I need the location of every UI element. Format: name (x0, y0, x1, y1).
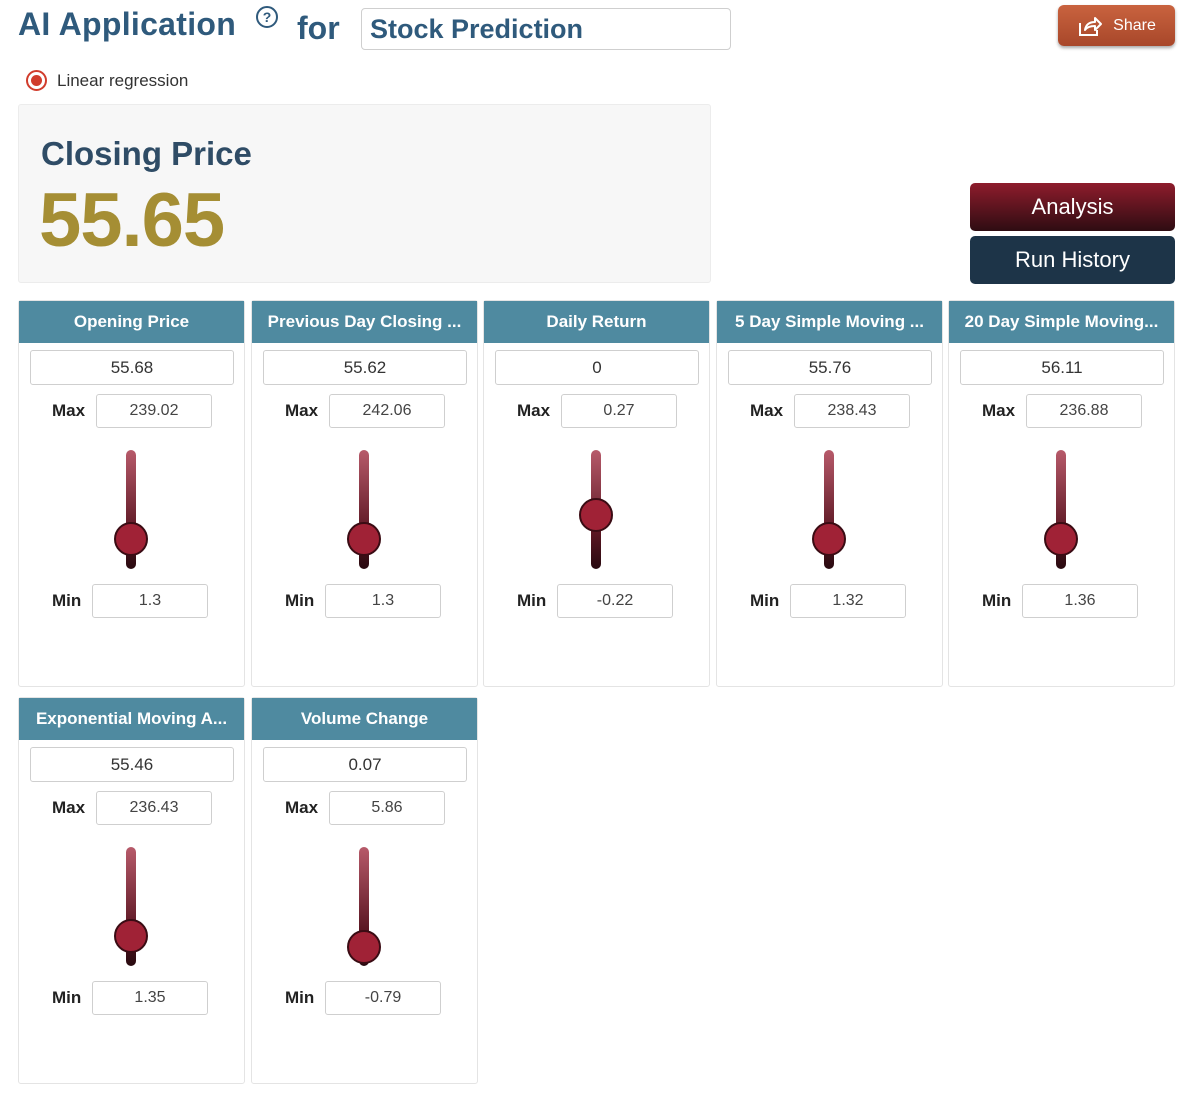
feature-name: Volume Change (300, 709, 429, 728)
feature-card: Previous Day Closing ... Max Min (251, 300, 478, 687)
feature-slider[interactable] (347, 450, 381, 569)
min-label: Min (750, 591, 780, 610)
closing-price-panel: Closing Price 55.65 (18, 104, 711, 283)
min-label: Min (285, 591, 315, 610)
run-history-button[interactable]: Run History (970, 236, 1175, 284)
feature-name: Opening Price (73, 312, 190, 331)
slider-thumb[interactable] (114, 918, 148, 953)
help-icon[interactable]: ? (256, 6, 278, 28)
for-label: for (297, 10, 340, 46)
max-input[interactable] (96, 791, 212, 825)
slider-thumb[interactable] (114, 521, 148, 556)
min-input[interactable] (790, 584, 906, 618)
min-input[interactable] (325, 584, 441, 618)
min-label: Min (52, 591, 82, 610)
feature-name: Previous Day Closing ... (267, 312, 462, 331)
feature-card-header: Opening Price (19, 301, 244, 343)
feature-card-header: Exponential Moving A... (19, 698, 244, 740)
feature-card: 5 Day Simple Moving ... Max Min (716, 300, 943, 687)
slider-thumb[interactable] (812, 521, 846, 556)
feature-value-input[interactable] (263, 350, 467, 385)
feature-name: Daily Return (546, 312, 647, 331)
slider-thumb[interactable] (347, 929, 381, 964)
feature-card-header: Volume Change (252, 698, 477, 740)
feature-card-header: Daily Return (484, 301, 709, 343)
slider-thumb[interactable] (347, 521, 381, 556)
max-input[interactable] (329, 394, 445, 428)
feature-card-header: 5 Day Simple Moving ... (717, 301, 942, 343)
feature-value-input[interactable] (728, 350, 932, 385)
app-name-input[interactable] (361, 8, 731, 50)
closing-price-value: 55.65 (39, 178, 225, 263)
feature-slider[interactable] (579, 450, 613, 569)
share-arrow-icon (1079, 16, 1103, 36)
feature-name: 20 Day Simple Moving... (964, 312, 1159, 331)
feature-name: Exponential Moving A... (35, 709, 228, 728)
closing-price-label: Closing Price (41, 135, 252, 172)
slider-thumb[interactable] (579, 497, 613, 532)
feature-name: 5 Day Simple Moving ... (735, 312, 924, 331)
min-input[interactable] (92, 584, 208, 618)
radio-selected-dot (31, 75, 42, 86)
max-label: Max (517, 401, 551, 420)
slider-thumb[interactable] (1044, 521, 1078, 556)
max-input[interactable] (561, 394, 677, 428)
feature-value-input[interactable] (263, 747, 467, 782)
min-label: Min (285, 988, 315, 1007)
feature-card-header: Previous Day Closing ... (252, 301, 477, 343)
feature-card-header: 20 Day Simple Moving... (949, 301, 1174, 343)
analysis-button[interactable]: Analysis (970, 183, 1175, 231)
max-label: Max (982, 401, 1016, 420)
feature-card: 20 Day Simple Moving... Max Min (948, 300, 1175, 687)
min-label: Min (982, 591, 1012, 610)
feature-slider[interactable] (114, 450, 148, 569)
max-label: Max (52, 798, 86, 817)
min-input[interactable] (557, 584, 673, 618)
max-input[interactable] (1026, 394, 1142, 428)
max-input[interactable] (329, 791, 445, 825)
min-label: Min (52, 988, 82, 1007)
max-label: Max (52, 401, 86, 420)
feature-slider[interactable] (114, 847, 148, 966)
max-input[interactable] (794, 394, 910, 428)
feature-card: Daily Return Max Min (483, 300, 710, 687)
min-input[interactable] (1022, 584, 1138, 618)
min-input[interactable] (92, 981, 208, 1015)
feature-slider[interactable] (812, 450, 846, 569)
model-label: Linear regression (57, 70, 189, 90)
max-label: Max (285, 401, 319, 420)
feature-slider[interactable] (1044, 450, 1078, 569)
feature-value-input[interactable] (960, 350, 1164, 385)
radio-button[interactable] (26, 70, 47, 91)
share-label: Share (1113, 16, 1156, 34)
page-title: AI Application (18, 6, 237, 42)
model-radio-option[interactable]: Linear regression (26, 70, 188, 91)
min-label: Min (517, 591, 547, 610)
feature-card: Volume Change Max Min (251, 697, 478, 1084)
max-input[interactable] (96, 394, 212, 428)
feature-value-input[interactable] (30, 350, 234, 385)
feature-value-input[interactable] (495, 350, 699, 385)
feature-slider[interactable] (347, 847, 381, 966)
min-input[interactable] (325, 981, 441, 1015)
max-label: Max (750, 401, 784, 420)
feature-value-input[interactable] (30, 747, 234, 782)
max-label: Max (285, 798, 319, 817)
share-button[interactable]: Share (1058, 5, 1175, 46)
feature-card: Exponential Moving A... Max Min (18, 697, 245, 1084)
feature-card: Opening Price Max Min (18, 300, 245, 687)
